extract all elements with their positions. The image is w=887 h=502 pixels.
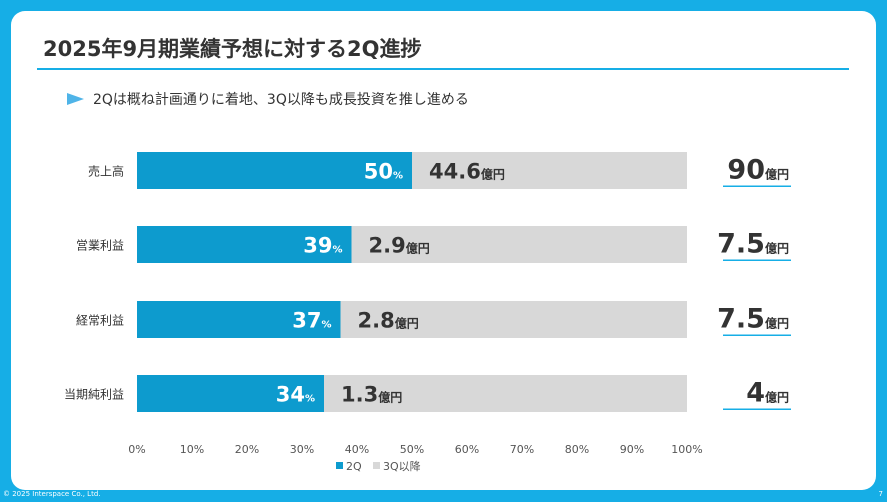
bar-2q xyxy=(137,375,324,412)
copyright: © 2025 Interspace Co., Ltd. xyxy=(3,490,101,498)
x-tick-label: 80% xyxy=(565,443,589,456)
category-label: 営業利益 xyxy=(76,239,124,253)
bar-2q xyxy=(137,152,412,189)
label-2q-percent: 50% xyxy=(364,160,403,184)
label-3q-amount: 44.6億円 xyxy=(429,160,505,184)
triangle-bullet-icon xyxy=(67,93,84,105)
x-tick-label: 60% xyxy=(455,443,479,456)
page-title: 2025年9月期業績予想に対する2Q進捗 xyxy=(43,37,422,61)
x-tick-label: 10% xyxy=(180,443,204,456)
x-tick-label: 90% xyxy=(620,443,644,456)
label-2q-percent: 37% xyxy=(292,309,331,333)
total-underline xyxy=(723,185,791,187)
slide-card: 2025年9月期業績予想に対する2Q進捗 2Qは概ね計画通りに着地、3Q以降も成… xyxy=(11,11,876,490)
bar-3q-onward xyxy=(324,375,687,412)
bar-3q-onward xyxy=(340,301,687,338)
label-total: 90億円 xyxy=(727,155,789,186)
x-tick-label: 40% xyxy=(345,443,369,456)
label-3q-amount: 2.8億円 xyxy=(358,309,419,333)
x-tick-label: 50% xyxy=(400,443,424,456)
legend-label-3q-onward: 3Q以降 xyxy=(383,459,421,473)
category-label: 売上高 xyxy=(88,164,124,179)
label-3q-amount: 2.9億円 xyxy=(369,234,430,258)
bar-2q xyxy=(137,301,341,338)
total-underline xyxy=(723,408,791,410)
total-underline xyxy=(723,259,791,261)
label-total: 7.5億円 xyxy=(717,304,789,335)
legend-swatch-3q-onward xyxy=(373,462,380,469)
page-number: 7 xyxy=(878,490,883,498)
label-total: 7.5億円 xyxy=(717,229,789,260)
category-label: 当期純利益 xyxy=(64,388,124,402)
subtitle: 2Qは概ね計画通りに着地、3Q以降も成長投資を推し進める xyxy=(67,89,469,109)
x-tick-label: 20% xyxy=(235,443,259,456)
bar-3q-onward xyxy=(351,226,687,263)
legend-label-2q: 2Q xyxy=(346,460,362,473)
x-tick-label: 100% xyxy=(671,443,702,456)
category-label: 経常利益 xyxy=(76,314,124,328)
x-tick-label: 70% xyxy=(510,443,534,456)
label-2q-percent: 34% xyxy=(276,383,315,407)
label-3q-amount: 1.3億円 xyxy=(341,383,402,407)
legend-swatch-2q xyxy=(336,462,343,469)
x-tick-label: 30% xyxy=(290,443,314,456)
bar-3q-onward xyxy=(412,152,687,189)
label-total: 4億円 xyxy=(746,378,789,409)
title-divider xyxy=(37,68,849,70)
label-2q-percent: 39% xyxy=(303,234,342,258)
total-underline xyxy=(723,334,791,336)
subtitle-text: 2Qは概ね計画通りに着地、3Q以降も成長投資を推し進める xyxy=(93,92,469,108)
bar-2q xyxy=(137,226,352,263)
x-tick-label: 0% xyxy=(128,443,145,456)
